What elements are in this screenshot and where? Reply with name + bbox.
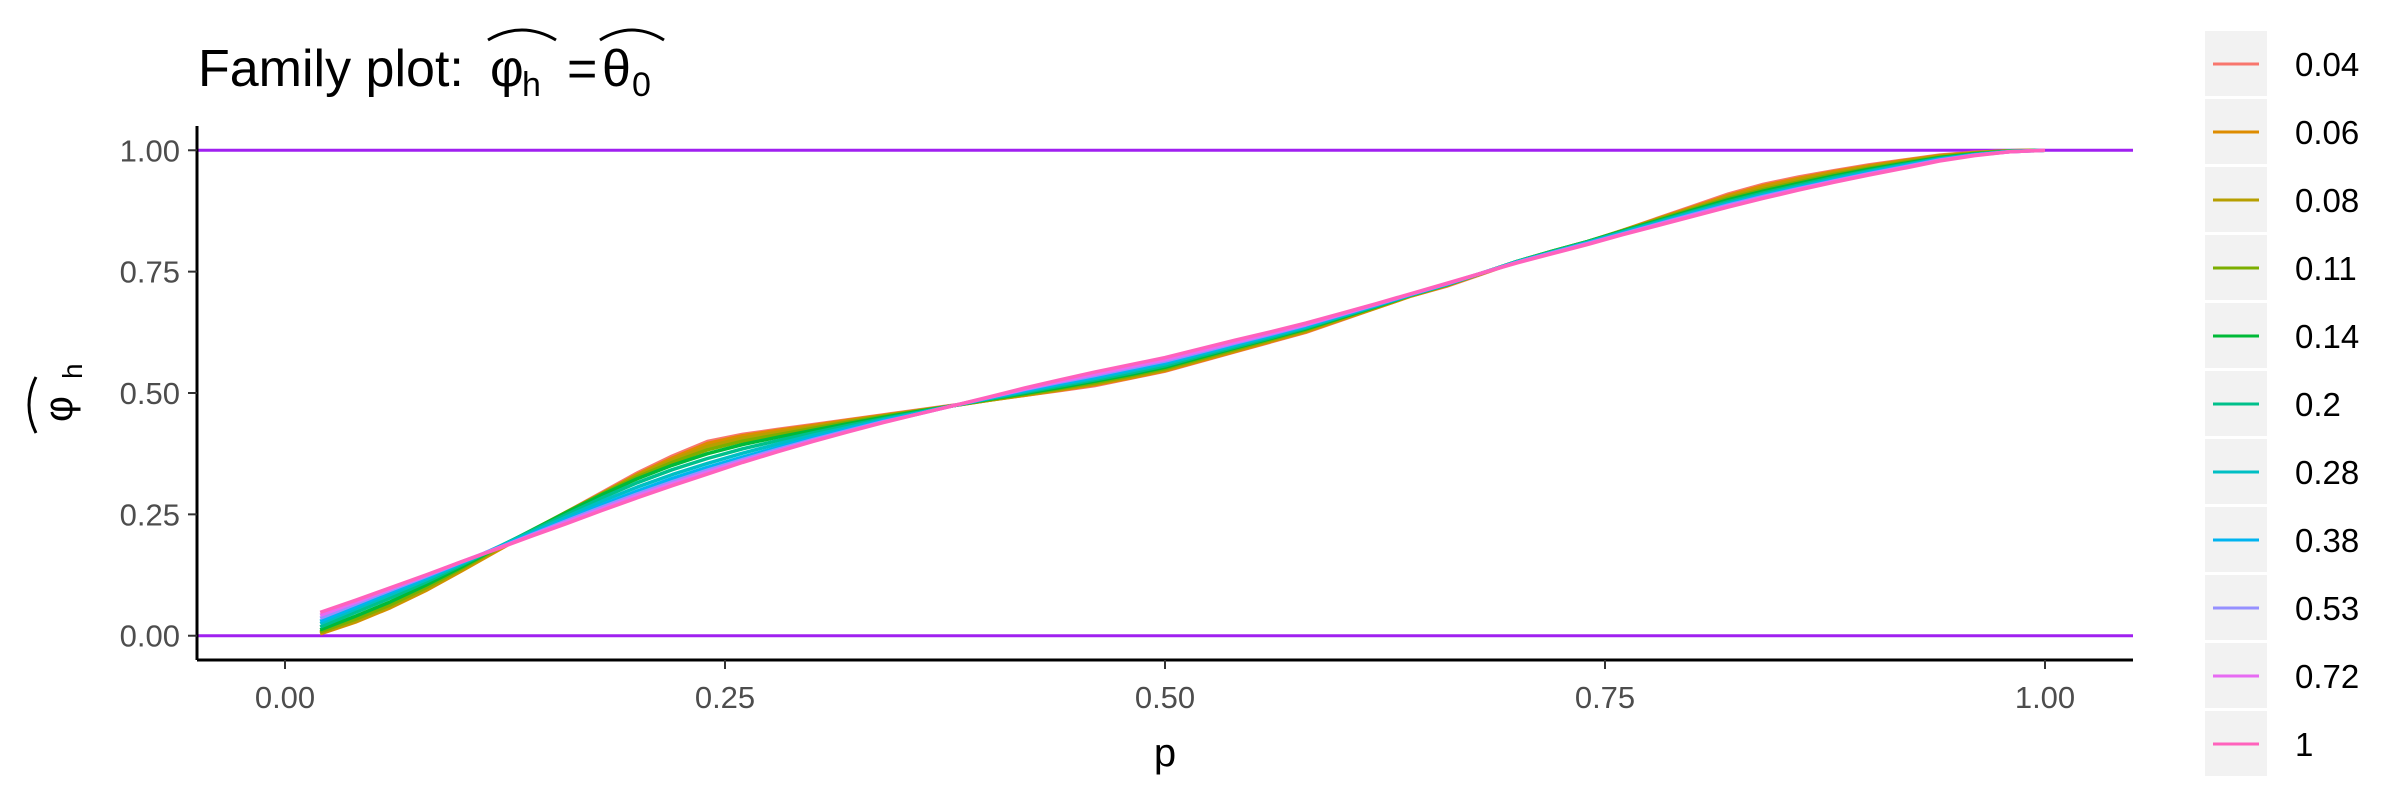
series-line-7 (319, 148, 2046, 623)
chart-title-equals: = (567, 40, 597, 98)
chart-title: Family plot: φ h = θ 0 (198, 28, 665, 104)
chart-title-rhs-symbol: θ (602, 40, 631, 98)
series-line-0 (319, 148, 2046, 635)
plot-area: 0.00 0.25 0.50 0.75 1.00 0.00 0.25 0.50 0.75 1.0… (120, 126, 2133, 715)
y-tick-label-3: 0.75 (120, 255, 180, 290)
chart-title-lhs-hat (487, 28, 557, 42)
legend-label-4: 0.14 (2295, 318, 2359, 355)
legend-label-6: 0.28 (2295, 454, 2359, 491)
y-axis-title-symbol: φ (37, 396, 81, 422)
y-tick-label-0: 0.00 (120, 619, 180, 654)
legend-label-7: 0.38 (2295, 522, 2359, 559)
chart-title-lhs-subscript: h (522, 66, 541, 104)
legend: 0.04 0.06 0.08 0.11 0.14 0.2 0.28 0.38 0.53 0.72 1 (2205, 31, 2359, 776)
x-tick-label-2: 0.50 (1135, 680, 1195, 715)
series-line-4 (319, 148, 2046, 632)
y-axis-title: φ h (27, 363, 88, 434)
y-axis-title-hat (27, 376, 38, 434)
series-line-6 (319, 148, 2046, 626)
legend-label-10: 1 (2295, 726, 2313, 763)
x-tick-label-3: 0.75 (1575, 680, 1635, 715)
series-line-3 (319, 148, 2046, 634)
x-axis-ticks: 0.00 0.25 0.50 0.75 1.00 (255, 660, 2075, 715)
series-lines (319, 148, 2046, 636)
chart-title-lhs-symbol: φ (490, 40, 524, 98)
series-line-2 (319, 148, 2046, 635)
reference-lines (197, 148, 2133, 638)
series-line-5 (319, 148, 2046, 629)
y-tick-label-4: 1.00 (120, 133, 180, 168)
legend-label-2: 0.08 (2295, 182, 2359, 219)
legend-label-1: 0.06 (2295, 114, 2359, 151)
series-line-10 (319, 148, 2046, 615)
chart-title-rhs-hat (599, 28, 665, 42)
x-tick-label-4: 1.00 (2015, 680, 2075, 715)
x-tick-label-1: 0.25 (695, 680, 755, 715)
legend-label-5: 0.2 (2295, 386, 2341, 423)
x-tick-label-0: 0.00 (255, 680, 315, 715)
chart-title-rhs-subscript: 0 (632, 66, 651, 104)
series-line-8 (319, 148, 2046, 620)
legend-label-0: 0.04 (2295, 46, 2359, 83)
x-axis-title: p (1154, 731, 1176, 775)
series-line-1 (319, 148, 2046, 636)
legend-label-8: 0.53 (2295, 590, 2359, 627)
chart-title-text: Family plot: (198, 40, 464, 98)
legend-label-9: 0.72 (2295, 658, 2359, 695)
legend-label-3: 0.11 (2295, 250, 2357, 287)
y-tick-label-2: 0.50 (120, 376, 180, 411)
y-axis-ticks: 0.00 0.25 0.50 0.75 1.00 (120, 133, 197, 654)
y-axis-title-subscript: h (57, 363, 88, 379)
series-line-9 (319, 148, 2046, 617)
y-tick-label-1: 0.25 (120, 497, 180, 532)
